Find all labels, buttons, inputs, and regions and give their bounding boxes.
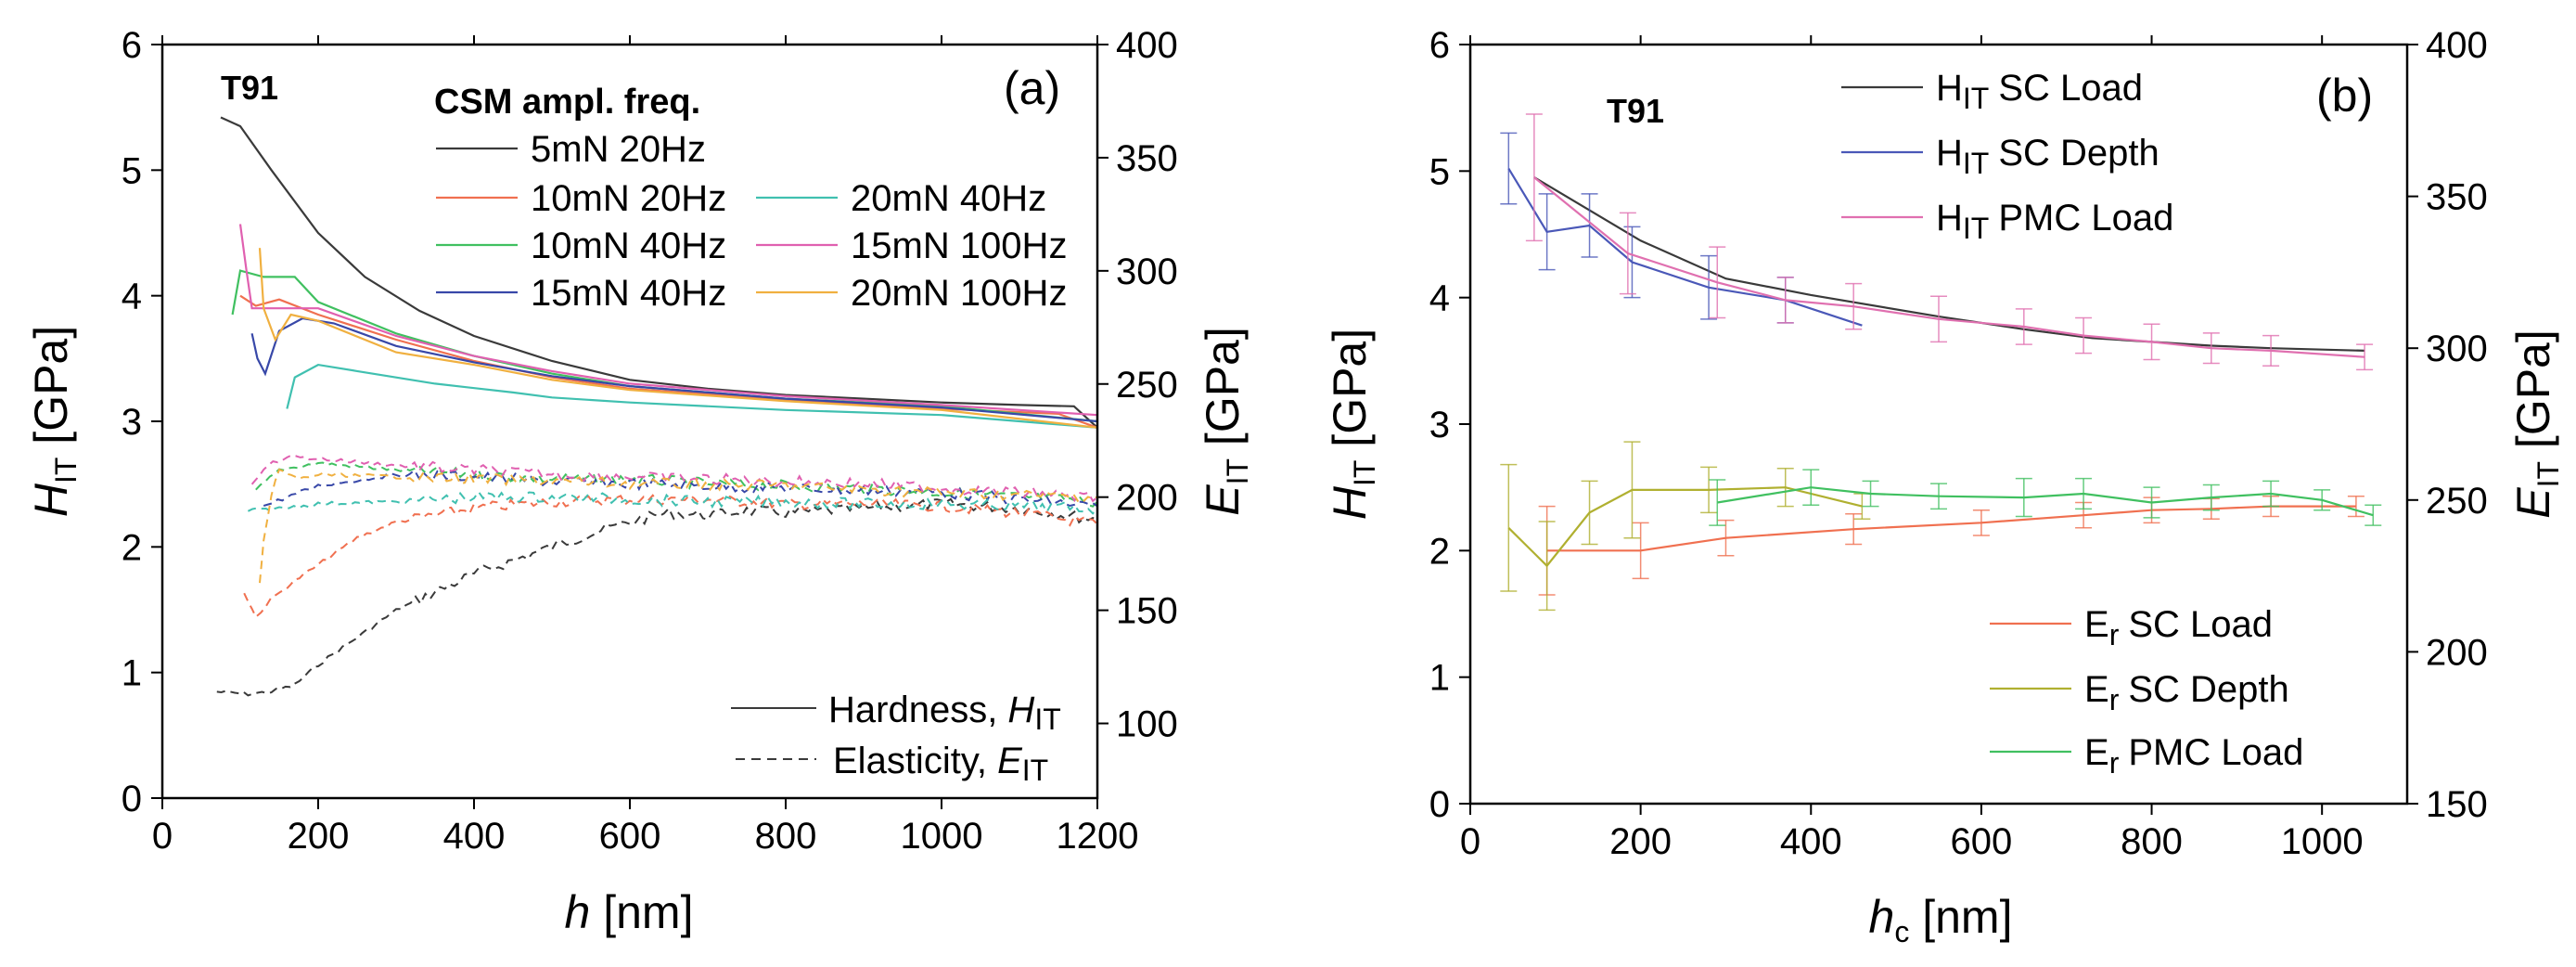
x-tick-label: 200: [288, 816, 350, 857]
series-h-it-sc-depth: [1500, 132, 1863, 327]
legend-label-e-r-sc-depth: Er SC Depth: [2084, 669, 2289, 716]
legend-label-e-r-sc-load: Er SC Load: [2084, 604, 2273, 651]
series-line: [1546, 505, 2356, 552]
legend-label-20mn-40hz: 20mN 40Hz: [851, 178, 1046, 219]
hardness-style-label: Hardness, HIT: [828, 690, 1061, 736]
y-left-tick-label: 3: [122, 402, 142, 443]
elasticity-style-label: Elasticity, EIT: [833, 741, 1048, 787]
series-10mn-20hz-elasticity: [243, 494, 1098, 619]
y-left-tick-label: 1: [1429, 658, 1450, 699]
series-5mn-20hz-hardness: [220, 116, 1098, 429]
y-right-tick-label: 400: [2426, 25, 2488, 66]
series-15mn-40hz-hardness: [250, 316, 1098, 423]
panel-b-y-left-label: HIT [GPa]: [1324, 329, 1381, 520]
x-tick-label: 800: [2121, 821, 2183, 862]
legend-label-10mn-40hz: 10mN 40Hz: [531, 226, 726, 266]
x-tick-label: 600: [599, 816, 661, 857]
series-e-r-sc-depth: [1500, 441, 1871, 612]
panel-a: 0 200 400 600 800 1000 1200 0 1 2 3 4 5 6 100 150 200 250…: [25, 25, 1254, 938]
panel-a-x-label: h [nm]: [565, 886, 694, 938]
x-tick-label: 1000: [2281, 821, 2364, 862]
legend-label-h-it-sc-depth: HIT SC Depth: [1936, 133, 2159, 180]
panel-a-plot-area: [216, 116, 1098, 697]
y-left-tick-label: 6: [122, 25, 142, 66]
y-left-tick-label: 5: [1429, 151, 1450, 192]
y-right-tick-label: 350: [2426, 177, 2488, 218]
x-tick-label: 200: [1609, 821, 1672, 862]
series-line: [1533, 176, 2365, 358]
y-right-tick-label: 300: [1116, 251, 1178, 292]
x-tick-label: 600: [1951, 821, 2013, 862]
series-20mn-100hz-elasticity: [259, 468, 1098, 584]
x-tick-label: 1000: [901, 816, 983, 857]
series-line: [1507, 486, 1863, 568]
y-right-tick-label: 100: [1116, 704, 1178, 745]
x-tick-label: 0: [1460, 821, 1480, 862]
legend-label-h-it-sc-load: HIT SC Load: [1936, 68, 2143, 115]
legend-label-h-it-pmc-load: HIT PMC Load: [1936, 198, 2173, 245]
panel-a-y-left-label: HIT [GPa]: [25, 326, 83, 517]
y-left-tick-label: 6: [1429, 25, 1450, 66]
y-left-tick-label: 3: [1429, 405, 1450, 445]
x-tick-label: 400: [1780, 821, 1842, 862]
x-tick-label: 400: [443, 816, 506, 857]
x-tick-label: 800: [755, 816, 817, 857]
series-15mn-100hz-elasticity: [250, 454, 1098, 503]
panel-b-legend: HIT SC Load HIT SC Depth HIT PMC Load Er SC Loa…: [1841, 68, 2303, 780]
y-left-tick-label: 4: [1429, 278, 1450, 319]
series-20mn-40hz-hardness: [286, 363, 1098, 429]
y-right-tick-label: 250: [1116, 365, 1178, 406]
legend-label-e-r-pmc-load: Er PMC Load: [2084, 732, 2303, 780]
series-20mn-40hz-elasticity: [247, 490, 1098, 515]
y-right-tick-label: 250: [2426, 481, 2488, 522]
panel-b-plot-area: [1500, 113, 2382, 612]
panel-b-sample-label: T91: [1607, 92, 1664, 130]
panel-b-x-label: hc [nm]: [1869, 891, 2013, 948]
legend-label-5mn-20hz: 5mN 20Hz: [531, 129, 706, 170]
panel-b: 0 200 400 600 800 1000 0 1 2 3 4 5 6 150 200 250 300 350 4…: [1324, 25, 2565, 948]
panel-a-legend: 5mN 20Hz 10mN 20Hz 10mN 40Hz 15mN 40Hz 20mN …: [436, 129, 1067, 314]
y-left-tick-label: 2: [1429, 531, 1450, 572]
panel-a-panel-label: (a): [1004, 62, 1060, 114]
y-left-tick-label: 0: [1429, 784, 1450, 825]
panel-a-y-right-label: EIT [GPa]: [1197, 327, 1254, 516]
y-right-tick-label: 300: [2426, 329, 2488, 369]
y-left-tick-label: 5: [122, 150, 142, 191]
y-right-tick-label: 200: [2426, 632, 2488, 673]
y-left-tick-label: 4: [122, 277, 142, 317]
legend-label-10mn-20hz: 10mN 20Hz: [531, 178, 726, 219]
y-left-tick-label: 2: [122, 527, 142, 568]
legend-label-15mn-40hz: 15mN 40Hz: [531, 273, 726, 314]
series-line: [1717, 486, 2374, 517]
series-5mn-20hz-elasticity: [216, 497, 1098, 697]
series-20mn-100hz-hardness: [258, 248, 1098, 429]
y-left-tick-label: 1: [122, 653, 142, 694]
y-left-tick-label: 0: [122, 779, 142, 819]
panel-a-ticks: 0 200 400 600 800 1000 1200 0 1 2 3 4 5 6 100 150 200 250…: [122, 25, 1178, 857]
y-right-tick-label: 150: [2426, 784, 2488, 825]
x-tick-label: 1200: [1057, 816, 1139, 857]
series-10mn-40hz-elasticity: [255, 461, 1098, 508]
legend-label-20mn-100hz: 20mN 100Hz: [851, 273, 1067, 314]
panel-a-legend-title: CSM ampl. freq.: [434, 83, 700, 122]
series-10mn-20hz-hardness: [239, 294, 1098, 429]
y-right-tick-label: 350: [1116, 138, 1178, 179]
panel-a-sample-label: T91: [221, 69, 278, 107]
y-right-tick-label: 150: [1116, 591, 1178, 632]
series-e-r-sc-load: [1538, 495, 2365, 596]
x-tick-label: 0: [152, 816, 173, 857]
series-h-it-pmc-load: [1525, 113, 2374, 371]
panel-b-panel-label: (b): [2316, 70, 2373, 122]
series-e-r-pmc-load: [1709, 469, 2382, 526]
series-15mn-100hz-hardness: [238, 224, 1098, 417]
y-right-tick-label: 400: [1116, 25, 1178, 66]
panel-b-y-right-label: EIT [GPa]: [2507, 329, 2565, 519]
panel-b-ticks: 0 200 400 600 800 1000 0 1 2 3 4 5 6 150 200 250 300 350 4…: [1429, 25, 2488, 862]
legend-label-15mn-100hz: 15mN 100Hz: [851, 226, 1067, 266]
y-right-tick-label: 200: [1116, 478, 1178, 519]
